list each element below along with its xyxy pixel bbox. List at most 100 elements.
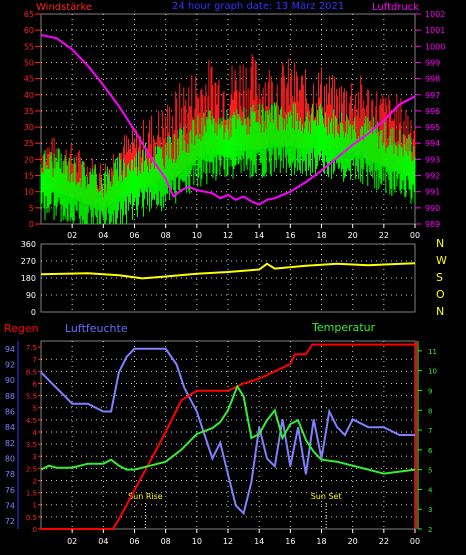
wind-tick-label: 45: [24, 75, 34, 84]
pressure-tick-label: 991: [425, 188, 440, 197]
temperature-tick-label: 2: [428, 526, 432, 534]
direction-tick-label: 270: [21, 257, 36, 266]
rain-tick-label: 4: [33, 429, 38, 437]
wind-tick-label: 30: [24, 123, 34, 132]
sun-set-label: Sun Set: [311, 492, 342, 501]
humidity-tick-label: 76: [5, 486, 15, 495]
compass-letter: S: [436, 271, 443, 284]
sun-rise-label: Sun Rise: [128, 492, 163, 501]
rain-tick-label: 1.5: [26, 490, 37, 498]
rain-tick-label: 2.5: [26, 465, 37, 473]
humidity-tick-label: 80: [5, 455, 15, 464]
x-tick-label: 08: [161, 537, 171, 546]
wind-speed-label: Windstärke: [36, 2, 92, 13]
temperature-tick-label: 11: [428, 348, 437, 356]
rain-tick-label: 4.5: [26, 417, 37, 425]
x-tick-label: 18: [316, 537, 326, 546]
rain-tick-label: 6.5: [26, 368, 37, 376]
compass-letter: N: [436, 237, 444, 250]
temperature-tick-label: 7: [428, 427, 432, 435]
x-tick-label: 06: [129, 537, 139, 546]
direction-tick-label: 180: [21, 274, 36, 283]
x-tick-label: 14: [254, 537, 264, 546]
weather-panel-frame: [40, 340, 416, 530]
pressure-tick-label: 1000: [425, 42, 445, 51]
humidity-tick-label: 78: [5, 470, 15, 479]
temperature-tick-label: 8: [428, 407, 432, 415]
temperature-tick-label: 10: [428, 368, 437, 376]
pressure-label: Luftdruck: [372, 2, 419, 13]
rain-tick-label: 3.5: [26, 441, 37, 449]
x-tick-label: 06: [129, 231, 139, 240]
pressure-tick-label: 992: [425, 172, 440, 181]
wind-tick-label: 35: [24, 107, 34, 116]
x-tick-label: 10: [192, 537, 202, 546]
pressure-tick-label: 989: [425, 220, 440, 229]
pressure-tick-label: 996: [425, 107, 440, 116]
x-tick-label: 14: [254, 231, 264, 240]
x-tick-label: 12: [223, 231, 233, 240]
rain-tick-label: 7.5: [26, 344, 37, 352]
wind-tick-label: 20: [24, 155, 34, 164]
x-tick-label: 10: [192, 231, 202, 240]
x-tick-label: 16: [285, 231, 295, 240]
wind-tick-label: 60: [24, 26, 34, 35]
rain-tick-label: 0: [33, 526, 37, 534]
humidity-label: Luftfeuchte: [65, 322, 128, 335]
rain-tick-label: 0.5: [26, 514, 37, 522]
humidity-tick-label: 92: [5, 361, 15, 370]
direction-tick-label: 0: [31, 308, 36, 317]
rain-label: Regen: [4, 322, 39, 335]
rain-tick-label: 1: [33, 502, 37, 510]
pressure-tick-label: 993: [425, 155, 440, 164]
chart-title: 24 hour graph date: 13 März 2021: [172, 1, 344, 12]
pressure-tick-label: 1002: [425, 10, 445, 19]
x-tick-label: 20: [348, 537, 358, 546]
wind-tick-label: 5: [29, 204, 34, 213]
pressure-tick-label: 998: [425, 75, 440, 84]
x-tick-label: 02: [67, 537, 77, 546]
wind-direction-line: [40, 262, 416, 280]
humidity-tick-label: 82: [5, 439, 15, 448]
humidity-tick-label: 74: [5, 502, 15, 511]
wind-tick-label: 25: [24, 139, 34, 148]
wind-tick-label: 10: [24, 188, 34, 197]
humidity-tick-label: 72: [5, 517, 15, 526]
x-tick-label: 22: [379, 537, 389, 546]
x-tick-label: 16: [285, 537, 295, 546]
direction-tick-label: 90: [26, 291, 36, 300]
rain-line: [41, 343, 415, 530]
pressure-tick-label: 999: [425, 58, 440, 67]
x-tick-label: 00: [410, 231, 420, 240]
rain-tick-label: 7: [33, 356, 37, 364]
rain-tick-label: 2: [33, 477, 37, 485]
humidity-tick-label: 86: [5, 408, 15, 417]
humidity-tick-label: 90: [5, 376, 15, 385]
wind-tick-label: 15: [24, 172, 34, 181]
wind-tick-label: 50: [24, 58, 34, 67]
x-tick-label: 00: [410, 537, 420, 546]
temperature-tick-label: 4: [428, 486, 433, 494]
pressure-tick-label: 995: [425, 123, 440, 132]
humidity-tick-label: 94: [5, 345, 15, 354]
compass-letter: W: [436, 254, 447, 267]
pressure-tick-label: 994: [425, 139, 440, 148]
direction-tick-label: 360: [21, 240, 36, 249]
pressure-tick-label: 1001: [425, 26, 445, 35]
x-tick-label: 18: [316, 231, 326, 240]
wind-tick-label: 65: [24, 10, 34, 19]
temperature-tick-label: 5: [428, 467, 432, 475]
pressure-tick-label: 997: [425, 91, 440, 100]
compass-letter: O: [436, 288, 445, 301]
compass-letter: N: [436, 305, 444, 318]
wind-tick-label: 40: [24, 91, 34, 100]
x-tick-label: 04: [98, 231, 108, 240]
temperature-tick-label: 3: [428, 506, 432, 514]
temperature-line: [40, 384, 416, 475]
rain-tick-label: 3: [33, 453, 37, 461]
x-tick-label: 22: [379, 231, 389, 240]
x-tick-label: 08: [161, 231, 171, 240]
